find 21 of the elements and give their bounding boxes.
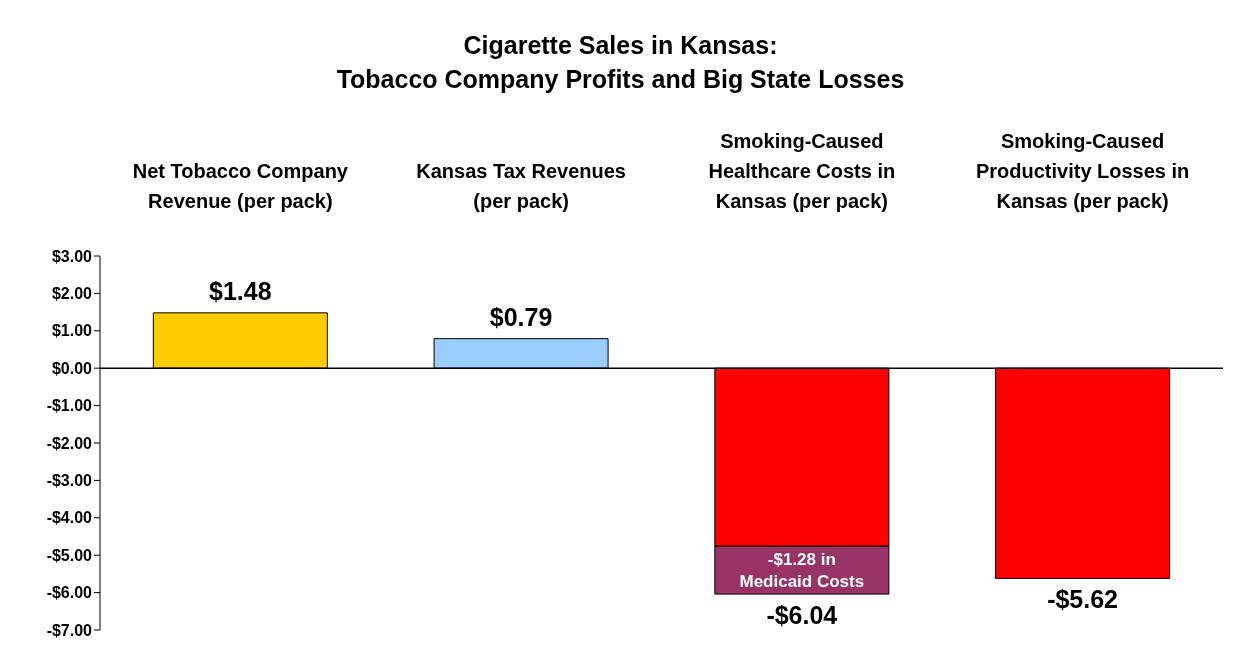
x-tick-label: Smoking-Caused Productivity Losses in Kansas (per pack)	[975, 130, 1190, 212]
y-tick-label: -$3.00	[46, 472, 93, 490]
total-label: -$6.04	[766, 601, 838, 629]
x-tick-label: Smoking-Caused Healthcare Costs in Kansas (per pack)	[708, 130, 896, 212]
y-tick-label: -$6.00	[46, 584, 93, 602]
data-label: -$1.28 in Medicaid Costs	[739, 550, 865, 592]
total-label: -$5.62	[1047, 585, 1119, 614]
chart-title: Cigarette Sales in Kansas: Tobacco Company Profits and Big State Losses	[335, 30, 906, 95]
y-tick-label: -$2.00	[46, 434, 93, 452]
y-tick-label: -$4.00	[46, 509, 93, 527]
y-tick-label: $3.00	[51, 247, 93, 265]
y-tick-label: -$1.00	[46, 397, 93, 415]
x-tick-label: Net Tobacco Company Revenue (per pack)	[132, 160, 349, 212]
total-label: $0.79	[489, 302, 553, 331]
y-tick-label: $1.00	[51, 322, 93, 340]
y-tick-label: $0.00	[51, 359, 93, 377]
y-tick-label: -$7.00	[46, 621, 93, 639]
total-label: $1.48	[209, 277, 272, 305]
x-tick-label: Kansas Tax Revenues (per pack)	[416, 160, 626, 212]
y-tick-label: $2.00	[51, 285, 93, 303]
y-tick-label: -$5.00	[46, 546, 93, 564]
